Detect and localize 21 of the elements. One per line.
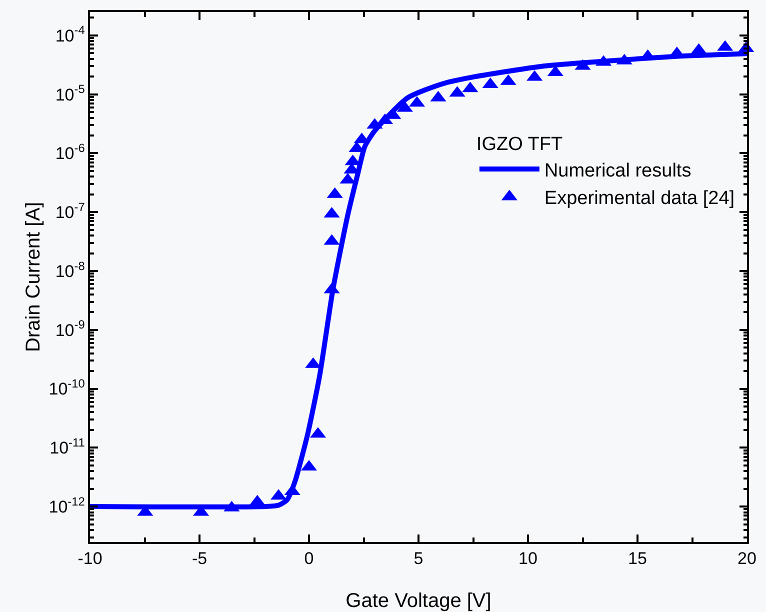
y-tick-label: 10$^{-4}$ bbox=[55, 23, 86, 46]
y-tick-label: 10$^{-11}$ bbox=[50, 435, 86, 458]
y-axis-title: Drain Current [A] bbox=[22, 202, 44, 352]
legend-label: Experimental data [24] bbox=[544, 188, 735, 210]
x-axis-title: Gate Voltage [V] bbox=[346, 590, 492, 612]
y-tick-label: 10$^{-5}$ bbox=[55, 82, 86, 104]
y-tick-label: 10$^{-9}$ bbox=[55, 318, 86, 340]
y-tick-label: 10$^{-10}$ bbox=[48, 376, 86, 399]
x-tick-label: 10 bbox=[518, 549, 538, 568]
legend-title: IGZO TFT bbox=[476, 134, 564, 156]
y-tick-label: 10$^{-8}$ bbox=[55, 258, 86, 281]
x-tick-label: -5 bbox=[192, 549, 208, 568]
x-tick-label: 0 bbox=[304, 549, 314, 568]
y-tick-label: 10$^{-6}$ bbox=[55, 141, 86, 164]
x-tick-label: -10 bbox=[78, 549, 102, 568]
x-tick-label: 20 bbox=[738, 549, 756, 568]
y-tick-label: 10$^{-12}$ bbox=[48, 494, 86, 516]
x-tick-label: 5 bbox=[414, 549, 424, 568]
legend-label: Numerical results bbox=[544, 160, 692, 182]
y-tick-label: 10$^{-7}$ bbox=[55, 200, 86, 222]
x-tick-label: 15 bbox=[628, 549, 647, 568]
